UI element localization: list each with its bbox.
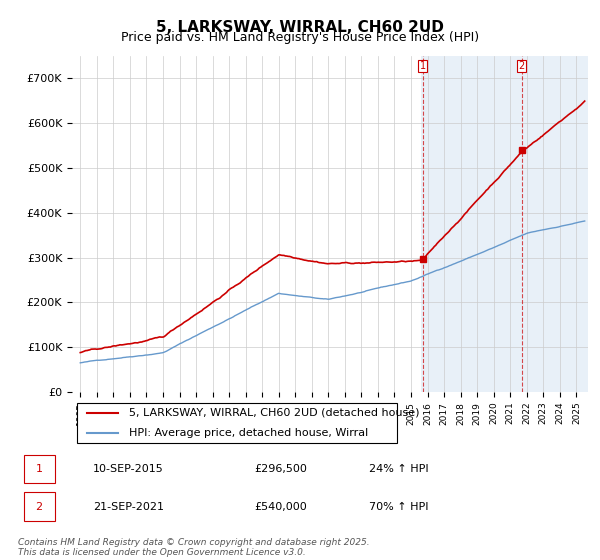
FancyBboxPatch shape <box>23 455 55 483</box>
Text: 2: 2 <box>35 502 43 512</box>
Text: 5, LARKSWAY, WIRRAL, CH60 2UD (detached house): 5, LARKSWAY, WIRRAL, CH60 2UD (detached … <box>129 408 419 418</box>
Text: 10-SEP-2015: 10-SEP-2015 <box>92 464 163 474</box>
Bar <box>421 56 588 392</box>
Text: 1: 1 <box>419 61 425 71</box>
Text: 1: 1 <box>35 464 43 474</box>
Text: 70% ↑ HPI: 70% ↑ HPI <box>369 502 428 512</box>
Text: Contains HM Land Registry data © Crown copyright and database right 2025.
This d: Contains HM Land Registry data © Crown c… <box>18 538 370 557</box>
FancyBboxPatch shape <box>77 403 397 443</box>
Text: 2: 2 <box>519 61 525 71</box>
FancyBboxPatch shape <box>23 492 55 521</box>
Text: £540,000: £540,000 <box>254 502 307 512</box>
Text: 5, LARKSWAY, WIRRAL, CH60 2UD: 5, LARKSWAY, WIRRAL, CH60 2UD <box>156 20 444 35</box>
Text: £296,500: £296,500 <box>254 464 307 474</box>
Text: HPI: Average price, detached house, Wirral: HPI: Average price, detached house, Wirr… <box>129 428 368 438</box>
Text: 24% ↑ HPI: 24% ↑ HPI <box>369 464 429 474</box>
Text: 21-SEP-2021: 21-SEP-2021 <box>92 502 164 512</box>
Text: Price paid vs. HM Land Registry's House Price Index (HPI): Price paid vs. HM Land Registry's House … <box>121 31 479 44</box>
